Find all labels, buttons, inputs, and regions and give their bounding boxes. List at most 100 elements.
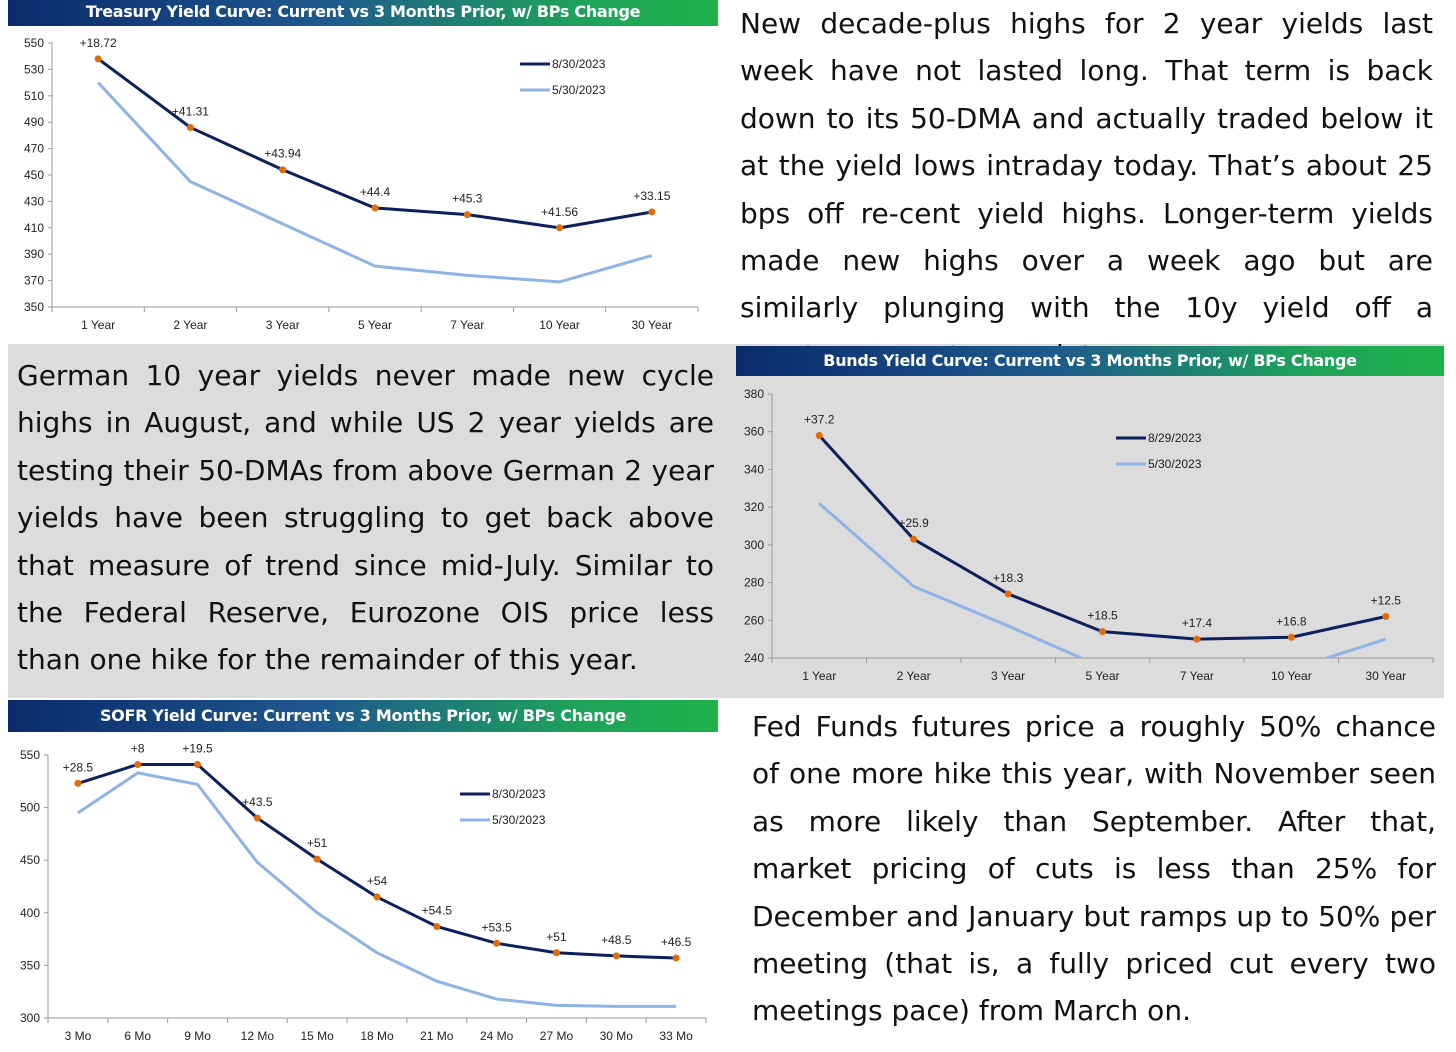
- y-tick-label: 410: [24, 221, 44, 235]
- data-label: +54.5: [422, 903, 453, 917]
- data-point-marker: [1287, 633, 1295, 641]
- y-tick-label: 550: [20, 748, 40, 762]
- x-tick-label: 21 Mo: [420, 1029, 454, 1043]
- data-point-marker: [194, 760, 202, 768]
- data-point-marker: [371, 204, 379, 212]
- legend-label: 5/30/2023: [1148, 457, 1202, 471]
- bunds-chart: 240 260 280 300 320 340 360 380 1 Year 2 Year 3 Ye…: [744, 387, 1434, 683]
- data-point-marker: [74, 779, 82, 787]
- y-tick-label: 550: [24, 36, 44, 50]
- y-tick-label: 350: [20, 958, 40, 972]
- data-point-marker: [612, 952, 620, 960]
- data-point-marker: [186, 123, 194, 131]
- data-point-marker: [1099, 628, 1106, 636]
- x-tick-label: 3 Year: [991, 669, 1025, 683]
- series-prior-line: [818, 502, 1387, 658]
- y-tick-label: 450: [24, 168, 44, 182]
- x-tick-label: 12 Mo: [241, 1029, 275, 1043]
- sofr-chart-panel: SOFR Yield Curve: Current vs 3 Months Pr…: [8, 700, 718, 1052]
- x-tick-label: 15 Mo: [301, 1029, 335, 1043]
- x-tick-label: 10 Year: [1271, 669, 1312, 683]
- y-tick-label: 500: [20, 801, 40, 815]
- x-tick-label: 5 Year: [1085, 669, 1119, 683]
- data-label: +44.4: [360, 185, 391, 199]
- x-tick-label: 6 Mo: [124, 1029, 151, 1043]
- treasury-chart-panel: Treasury Yield Curve: Current vs 3 Month…: [8, 0, 718, 340]
- x-tick-label: 1 Year: [802, 669, 836, 683]
- y-tick-label: 430: [24, 194, 44, 208]
- data-label: +51: [307, 836, 328, 850]
- x-tick-label: 24 Mo: [480, 1029, 514, 1043]
- y-tick-label: 300: [20, 1011, 40, 1025]
- x-tick-label: 3 Year: [266, 318, 300, 332]
- y-tick-label: 280: [744, 576, 764, 590]
- data-label: +43.94: [264, 147, 301, 161]
- data-point-marker: [1193, 635, 1201, 643]
- treasury-chart-title: Treasury Yield Curve: Current vs 3 Month…: [8, 0, 718, 26]
- x-tick-label: 2 Year: [897, 669, 931, 683]
- sofr-chart-title: SOFR Yield Curve: Current vs 3 Months Pr…: [8, 700, 718, 732]
- data-label: +19.5: [182, 741, 213, 755]
- y-tick-label: 340: [744, 462, 764, 476]
- y-tick-label: 360: [744, 425, 764, 439]
- data-point-marker: [94, 55, 102, 63]
- data-label: +18.3: [993, 571, 1024, 585]
- x-tick-label: 5 Year: [358, 318, 392, 332]
- x-tick-label: 30 Year: [1365, 669, 1406, 683]
- data-point-marker: [1382, 613, 1390, 621]
- legend-label: 8/30/2023: [552, 57, 606, 71]
- y-tick-label: 470: [24, 142, 44, 156]
- paragraph-bunds-commentary: German 10 year yields never made new cyc…: [17, 359, 714, 677]
- y-tick-label: 260: [744, 613, 764, 627]
- data-label: +28.5: [63, 760, 94, 774]
- x-tick-label: 7 Year: [450, 318, 484, 332]
- data-label: +48.5: [601, 933, 632, 947]
- data-point-marker: [1004, 590, 1012, 598]
- legend-label: 8/30/2023: [492, 787, 546, 801]
- data-point-marker: [493, 939, 501, 947]
- x-tick-label: 33 Mo: [659, 1029, 693, 1043]
- legend-label: 5/30/2023: [492, 813, 546, 827]
- legend-label: 8/29/2023: [1148, 431, 1202, 445]
- data-label: +45.3: [452, 192, 483, 206]
- data-label: +17.4: [1182, 616, 1213, 630]
- data-label: +33.15: [633, 189, 670, 203]
- y-tick-label: 510: [24, 89, 44, 103]
- data-label: +41.56: [541, 205, 578, 219]
- data-point-marker: [672, 954, 680, 962]
- data-point-marker: [433, 922, 441, 930]
- data-point-marker: [556, 224, 564, 232]
- data-point-marker: [134, 760, 142, 768]
- paragraph-fed-funds-commentary: Fed Funds futures price a roughly 50% ch…: [752, 710, 1436, 1028]
- sofr-chart: 300 350 400 450 500 550 3 Mo 6 Mo 9 Mo 12 Mo 15 Mo…: [20, 741, 707, 1043]
- data-label: +16.8: [1276, 614, 1307, 628]
- y-tick-label: 490: [24, 115, 44, 129]
- x-tick-label: 10 Year: [539, 318, 580, 332]
- data-label: +18.72: [80, 36, 117, 50]
- x-tick-label: 30 Year: [631, 318, 672, 332]
- data-point-marker: [253, 814, 261, 822]
- data-label: +8: [131, 741, 145, 755]
- legend-label: 5/30/2023: [552, 83, 606, 97]
- data-point-marker: [373, 893, 381, 901]
- x-tick-label: 27 Mo: [540, 1029, 574, 1043]
- y-tick-label: 370: [24, 274, 44, 288]
- data-point-marker: [648, 208, 656, 216]
- data-point-marker: [463, 211, 471, 219]
- data-point-marker: [910, 535, 918, 543]
- data-point-marker: [279, 166, 287, 174]
- data-point-marker: [815, 431, 823, 439]
- data-label: +46.5: [661, 935, 692, 949]
- y-tick-label: 320: [744, 500, 764, 514]
- x-tick-label: 1 Year: [81, 318, 115, 332]
- y-tick-label: 390: [24, 247, 44, 261]
- bunds-chart-panel: Bunds Yield Curve: Current vs 3 Months P…: [736, 346, 1444, 698]
- treasury-chart: 350 370 390 410 430 450 470 490 510 530 550 1 Year 2…: [24, 36, 699, 332]
- data-label: +37.2: [804, 412, 835, 426]
- series-current-line: [77, 762, 677, 960]
- x-tick-label: 18 Mo: [360, 1029, 394, 1043]
- data-point-marker: [552, 949, 560, 957]
- x-tick-label: 30 Mo: [600, 1029, 634, 1043]
- y-tick-label: 300: [744, 538, 764, 552]
- data-label: +25.9: [898, 516, 929, 530]
